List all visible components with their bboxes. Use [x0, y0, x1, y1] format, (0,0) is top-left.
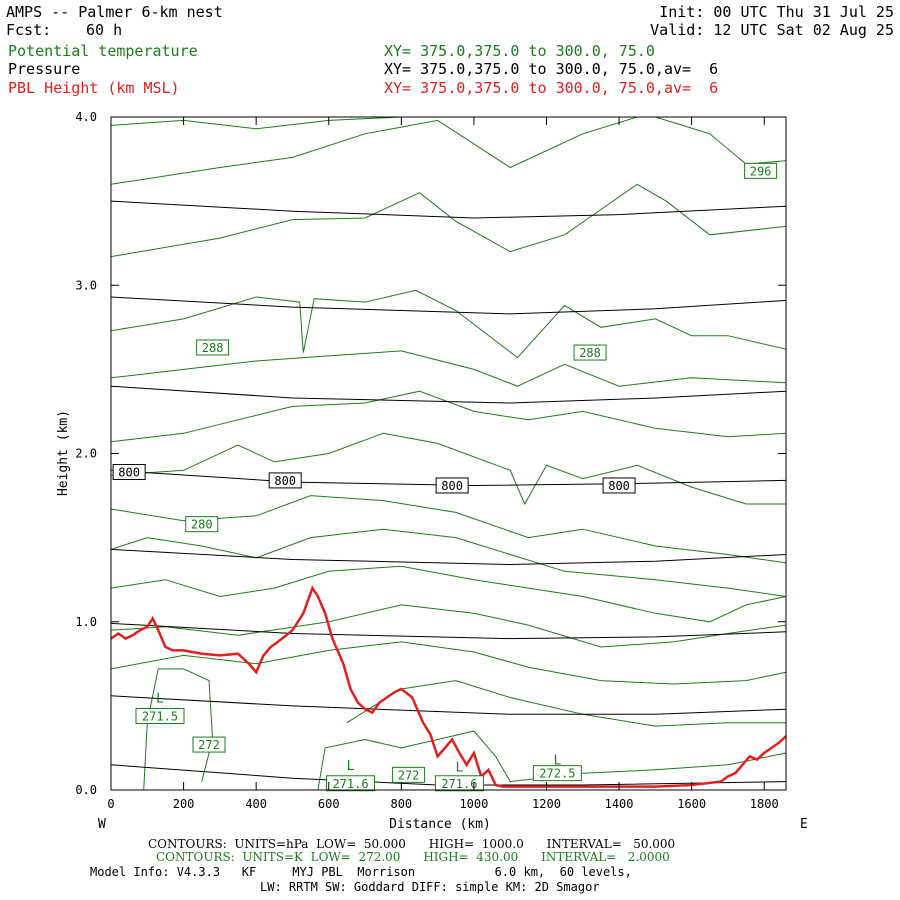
theta-contour-line — [317, 730, 787, 791]
footer-model-info: Model Info: V4.3.3 KF MYJ PBL Morrison 6… — [90, 865, 632, 879]
theta-contour-label-box — [573, 344, 607, 361]
theta-contour-label: 272 — [398, 768, 420, 782]
y-tick-label: 2.0 — [75, 447, 97, 461]
field-pbl-name: PBL Height (km MSL) — [8, 79, 180, 97]
pbl-series — [110, 585, 787, 788]
x-tick-label: 1000 — [459, 797, 488, 811]
footer-theta-contours: CONTOURS: UNITS=K LOW= 272.00 HIGH= 430.… — [156, 850, 670, 864]
theta-contour-line — [110, 432, 786, 506]
low-marker: L — [455, 760, 463, 775]
footer-pressure-contours: CONTOURS: UNITS=hPa LOW= 50.000 HIGH= 10… — [148, 837, 676, 851]
field-theta-name: Potential temperature — [8, 42, 198, 60]
theta-contour-label: 272 — [198, 738, 220, 752]
pressure-contour-label-box — [435, 477, 469, 494]
theta-contour-label-box — [532, 765, 582, 782]
y-tick-label: 1.0 — [75, 615, 97, 629]
x-tick-label: 1600 — [677, 797, 706, 811]
theta-contour-label: 271.5 — [142, 709, 178, 723]
theta-contour-label-box — [192, 736, 226, 753]
x-tick-label: 0 — [107, 797, 114, 811]
pressure-contour-label: 800 — [274, 474, 296, 488]
field-pressure-name: Pressure — [8, 60, 81, 78]
theta-contour-line — [110, 116, 402, 130]
theta-contour-label-box — [196, 339, 230, 356]
theta-contour-line — [346, 680, 786, 727]
pressure-contours — [110, 200, 787, 786]
low-marker: L — [347, 759, 355, 774]
pressure-contour-label: 800 — [608, 479, 630, 493]
x-axis-label: Distance (km) — [389, 817, 491, 832]
low-marker: L — [553, 754, 561, 769]
direction-east: E — [800, 817, 808, 832]
pressure-contour-line — [110, 296, 787, 315]
theta-contour-label-box — [392, 766, 426, 783]
pressure-contour-line — [110, 548, 787, 566]
theta-contour-line — [110, 641, 787, 685]
forecast-label: Fcst: — [6, 21, 52, 39]
y-tick-label: 4.0 — [75, 110, 97, 124]
axes: 0 200 400 600 800 1000 1200 1400 1600 1800 0.0 1.0 2… — [75, 110, 786, 811]
theta-contours — [110, 116, 787, 791]
theta-contour-label: 296 — [750, 164, 772, 178]
theta-contour-label-box — [326, 775, 376, 792]
theta-contour-label: 288 — [202, 341, 224, 355]
theta-contour-line — [110, 565, 787, 623]
theta-contour-line — [110, 390, 787, 443]
pressure-contour-label-box — [268, 472, 302, 489]
theta-contour-line — [110, 289, 787, 359]
pressure-contour-line — [110, 385, 787, 404]
x-tick-label: 1400 — [605, 797, 634, 811]
theta-contour-label: 271.6 — [332, 777, 368, 791]
y-tick-label: 3.0 — [75, 278, 97, 292]
valid-time: Valid: 12 UTC Sat 02 Aug 25 — [650, 21, 894, 39]
pressure-contour-label: 800 — [118, 466, 140, 480]
theta-contour-label-box — [185, 516, 219, 533]
theta-contour-line — [110, 604, 787, 648]
theta-contour-label-box — [744, 162, 778, 179]
direction-west: W — [98, 817, 106, 832]
theta-contour-label: 271.6 — [441, 777, 477, 791]
x-tick-label: 400 — [245, 797, 267, 811]
x-tick-label: 1200 — [532, 797, 561, 811]
chart-title: AMPS -- Palmer 6-km nest — [6, 3, 223, 21]
theta-contour-line — [110, 495, 787, 564]
forecast-hours: 60 h — [86, 21, 123, 39]
pbl-height-line — [110, 585, 787, 788]
init-time: Init: 00 UTC Thu 31 Jul 25 — [659, 3, 894, 21]
theta-contour-line — [110, 350, 787, 387]
plot-frame — [110, 116, 787, 791]
field-theta-xy: XY= 375.0,375.0 to 300.0, 75.0 — [384, 42, 655, 60]
pressure-contour-label-box — [602, 477, 636, 494]
y-axis-label: Height (km) — [56, 410, 71, 496]
low-marker: L — [156, 691, 164, 706]
pressure-contour-line — [110, 622, 787, 640]
theta-contour-line — [110, 183, 787, 258]
pressure-contour-label-box — [112, 464, 146, 481]
theta-contour-label-box — [135, 707, 185, 724]
x-tick-label: 1800 — [750, 797, 779, 811]
x-tick-label: 200 — [173, 797, 195, 811]
contour-labels: 800 800 800 800 296 288 288 280 272 272 271.6 271.6… — [112, 162, 778, 792]
theta-contour-label: 280 — [191, 518, 213, 532]
theta-contour-line — [110, 528, 787, 597]
pressure-contour-line — [110, 200, 787, 219]
pressure-contour-line — [110, 469, 787, 487]
theta-contour-label: 272.5 — [539, 767, 575, 781]
pressure-contour-line — [110, 695, 787, 715]
theta-contour-line — [655, 116, 787, 165]
theta-contour-line — [110, 116, 638, 185]
footer-model-info-2: LW: RRTM SW: Goddard DIFF: simple KM: 2D… — [260, 880, 600, 894]
field-pbl-xy: XY= 375.0,375.0 to 300.0, 75.0,av= 6 — [384, 79, 719, 97]
x-tick-label: 600 — [318, 797, 340, 811]
theta-contour-label-box — [434, 775, 484, 792]
theta-contour-label: 288 — [579, 346, 601, 360]
field-pressure-xy: XY= 375.0,375.0 to 300.0, 75.0,av= 6 — [384, 60, 719, 78]
y-tick-label: 0.0 — [75, 783, 97, 797]
x-tick-label: 800 — [390, 797, 412, 811]
pressure-contour-label: 800 — [441, 479, 463, 493]
